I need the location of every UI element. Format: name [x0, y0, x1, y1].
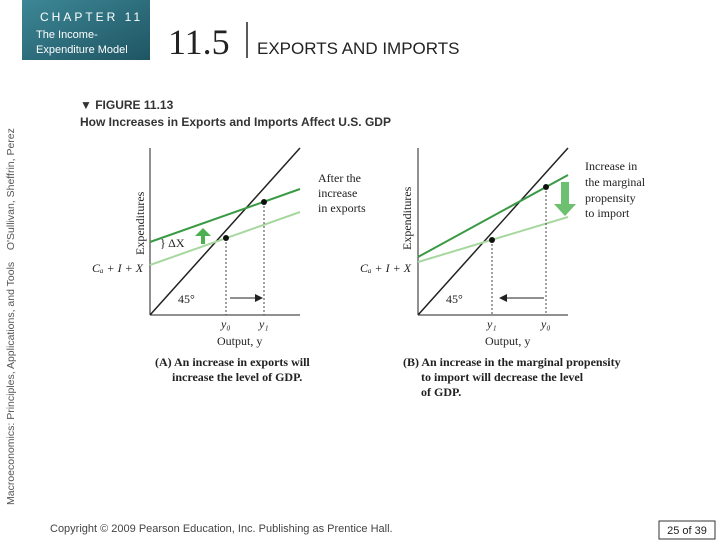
- caption: (B) An increase in the marginal propensi…: [403, 355, 621, 369]
- note: increase: [318, 186, 357, 200]
- line-label: Cₐ + I + X: [92, 261, 144, 275]
- angle: 45°: [446, 292, 463, 306]
- angle: 45°: [178, 292, 195, 306]
- up-arrow: [195, 228, 211, 244]
- note: Increase in: [585, 159, 637, 173]
- chapter: CHAPTER 11: [40, 10, 143, 24]
- caption: (A) An increase in exports will: [155, 355, 310, 369]
- figure-caption: How Increases in Exports and Imports Aff…: [80, 115, 391, 129]
- y1: y₁: [486, 317, 497, 331]
- panel-b: Expenditures Increase in the marginal pr…: [360, 147, 646, 399]
- header-box: [22, 0, 150, 60]
- panel-a: Expenditures After the increase in expor…: [92, 147, 366, 384]
- y1: y₁: [258, 317, 269, 331]
- caption: of GDP.: [421, 385, 461, 399]
- y0: y₀: [220, 317, 231, 331]
- y0: y₀: [540, 317, 551, 331]
- y-axis-label: Expenditures: [400, 186, 414, 250]
- note: the marginal: [585, 175, 646, 189]
- caption: increase the level of GDP.: [172, 370, 302, 384]
- line-label: Cₐ + I + X: [360, 261, 412, 275]
- figure-label: ▼ FIGURE 11.13: [80, 98, 174, 112]
- chapter-subtitle: Expenditure Model: [36, 44, 128, 56]
- equilibrium: [543, 184, 549, 190]
- note: in exports: [318, 201, 366, 215]
- x-axis-label: Output, y: [485, 334, 530, 348]
- diagonal: [149, 147, 301, 316]
- down-arrow: [554, 182, 576, 216]
- caption: to import will decrease the level: [421, 370, 584, 384]
- diagonal: [417, 147, 569, 316]
- new-line: [149, 188, 301, 243]
- section-title: EXPORTS AND IMPORTS: [257, 39, 459, 58]
- y-axis-label: Expenditures: [133, 191, 147, 255]
- delta: } ΔX: [160, 236, 185, 250]
- chapter-subtitle: The Income-: [36, 29, 98, 41]
- page-number: 25 of 39: [667, 525, 707, 537]
- equilibrium: [489, 237, 495, 243]
- old-line: [417, 174, 569, 258]
- note: to import: [585, 206, 630, 220]
- x-axis-label: Output, y: [217, 334, 262, 348]
- page-box: [658, 520, 716, 540]
- side-text: Macroeconomics: Principles, Applications…: [5, 128, 17, 505]
- equilibrium: [261, 199, 267, 205]
- section-number: 11.5: [168, 22, 230, 62]
- note: After the: [318, 171, 361, 185]
- copyright: Copyright © 2009 Pearson Education, Inc.…: [50, 523, 393, 535]
- equilibrium: [223, 235, 229, 241]
- note: propensity: [585, 191, 636, 205]
